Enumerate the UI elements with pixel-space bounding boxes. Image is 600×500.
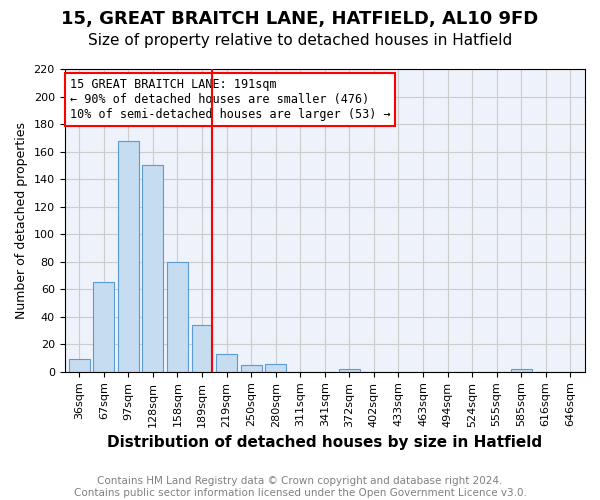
Bar — [191, 325, 212, 372]
Bar — [216, 354, 237, 372]
Y-axis label: Number of detached properties: Number of detached properties — [15, 122, 28, 319]
Bar — [167, 262, 188, 372]
Bar — [69, 360, 89, 372]
Text: Size of property relative to detached houses in Hatfield: Size of property relative to detached ho… — [88, 32, 512, 48]
X-axis label: Distribution of detached houses by size in Hatfield: Distribution of detached houses by size … — [107, 435, 542, 450]
Bar — [265, 364, 286, 372]
Bar — [142, 166, 163, 372]
Bar — [339, 369, 360, 372]
Bar — [511, 369, 532, 372]
Text: 15 GREAT BRAITCH LANE: 191sqm
← 90% of detached houses are smaller (476)
10% of : 15 GREAT BRAITCH LANE: 191sqm ← 90% of d… — [70, 78, 391, 121]
Bar — [241, 365, 262, 372]
Text: Contains HM Land Registry data © Crown copyright and database right 2024.
Contai: Contains HM Land Registry data © Crown c… — [74, 476, 526, 498]
Bar — [94, 282, 114, 372]
Text: 15, GREAT BRAITCH LANE, HATFIELD, AL10 9FD: 15, GREAT BRAITCH LANE, HATFIELD, AL10 9… — [61, 10, 539, 28]
Bar — [118, 140, 139, 372]
